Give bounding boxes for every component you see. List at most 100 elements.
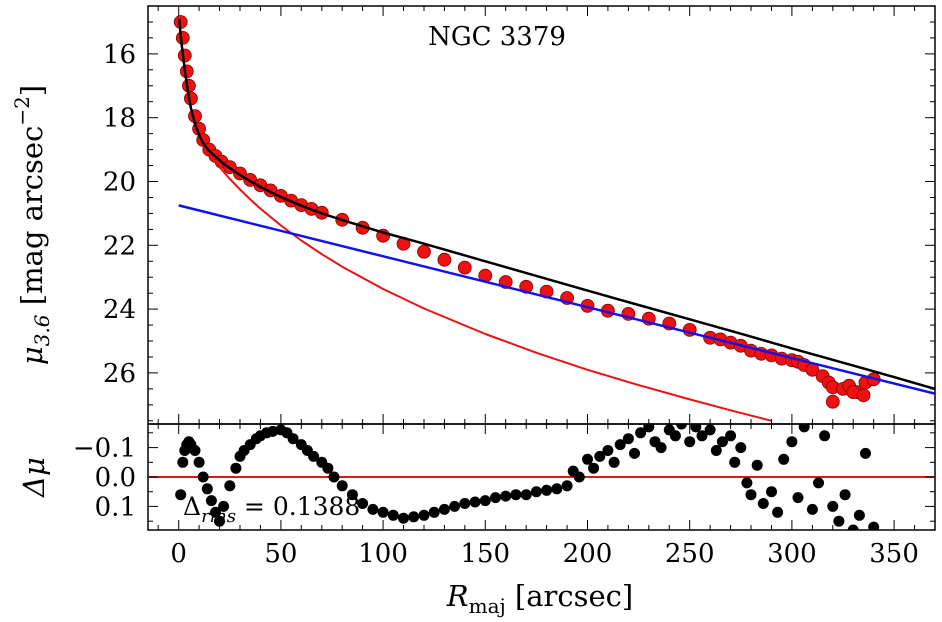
residual-point [710,445,722,456]
residual-point [287,433,299,445]
residual-point [177,456,189,468]
residual-point [398,512,409,524]
residual-point [608,456,620,468]
residual-point [751,459,763,471]
residual-y-tick-label: 0.0 [95,463,136,493]
residual-point [819,430,831,442]
residual-point [684,436,696,448]
residual-point [500,490,512,502]
x-tick-label: 100 [358,539,408,569]
bulge-line [178,18,772,422]
residual-point [210,506,221,518]
residual-point [218,500,230,512]
y-label-unit-close: ] [15,85,49,96]
residual-point [224,480,236,492]
y-tick-label: 20 [103,168,136,198]
residual-point [704,424,716,436]
residual-point [561,480,573,492]
chart-title: NGC 3379 [428,22,566,52]
x-tick-label: 200 [563,539,613,569]
residual-point [588,462,600,474]
residual-point [230,462,242,474]
residual-point [214,515,225,527]
residual-point [582,453,593,465]
y-label-subscript: 3.6 [30,314,54,346]
residual-point [860,447,871,459]
total-model-line [178,18,935,391]
residual-point [267,425,279,437]
rms-subscript: rms [201,506,236,527]
residual-point [655,442,667,454]
x-tick-label: 0 [170,539,187,569]
residual-point [469,496,481,508]
residual-point [729,456,741,468]
residual-point [346,489,358,501]
residual-point [594,450,606,462]
residual-point [357,498,369,509]
residual-point [741,477,753,489]
residual-point [175,489,187,501]
residual-y-label-text: Δμ [17,457,51,498]
residual-point [806,503,818,515]
main-ticks [148,6,936,424]
residual-point [551,483,563,495]
y-label-unit: [mag arcsec [15,126,49,315]
rms-value: = 0.1388 [236,492,360,521]
residual-panel: −0.10.00.1 0 50 100 150 200 250 300 350 Δrms = … [17,423,936,618]
residual-point [745,489,757,501]
y-tick-label: 26 [103,359,136,389]
residual-y-tick-label: −0.1 [73,434,136,464]
data-point [437,252,452,267]
residual-point [387,509,399,521]
disk-line [178,204,935,395]
residual-point [428,506,440,518]
y-tick-label: 16 [103,40,136,70]
x-axis-label: Rmaj [arcsec] [446,579,633,618]
residual-point [308,450,320,462]
residual-point [197,471,209,483]
x-label-subscript: maj [469,594,506,618]
residual-point [690,424,702,433]
outlier-point [825,394,840,409]
main-y-axis-label: μ3.6 [mag arcsec−2] [10,85,54,365]
residual-point [629,447,640,459]
residual-point [813,477,824,489]
data-point [457,260,472,275]
residual-point [725,430,737,442]
residual-point [438,503,450,515]
model-lines-layer [178,18,935,422]
residual-point [827,500,839,512]
residual-point [622,433,634,445]
residual-point [766,486,777,498]
main-panel: 16 18 20 22 24 26 NGC 3379 μ3.6 [mag arcsec−2… [10,5,936,425]
residual-point [573,471,585,483]
y-tick-label: 22 [103,231,136,261]
residual-point [479,495,491,507]
residual-y-tick-label: 0.1 [95,492,136,522]
residual-point [418,509,430,521]
residual-point [614,439,626,451]
outlier-point [856,388,871,403]
residual-ytick-labels: −0.10.00.1 [73,434,136,523]
y-tick-label: 24 [103,295,136,325]
residual-point [189,445,201,456]
residual-point [459,498,471,509]
residual-point [367,503,379,515]
residual-point [772,506,784,518]
residual-point [635,427,647,439]
residual-point [201,483,213,495]
residual-point [510,489,522,501]
residual-point [328,471,340,483]
residual-point [205,495,217,507]
main-ytick-labels: 16 18 20 22 24 26 [103,40,136,389]
residual-point [676,424,687,430]
residual-point [757,498,769,509]
residual-point [669,430,681,442]
residual-point [792,492,804,504]
residual-point [786,436,798,448]
x-tick-label: 250 [665,539,715,569]
residual-point [520,489,532,501]
residual-y-axis-label: Δμ [17,457,51,498]
residual-point [336,480,348,492]
residual-point [716,436,728,448]
